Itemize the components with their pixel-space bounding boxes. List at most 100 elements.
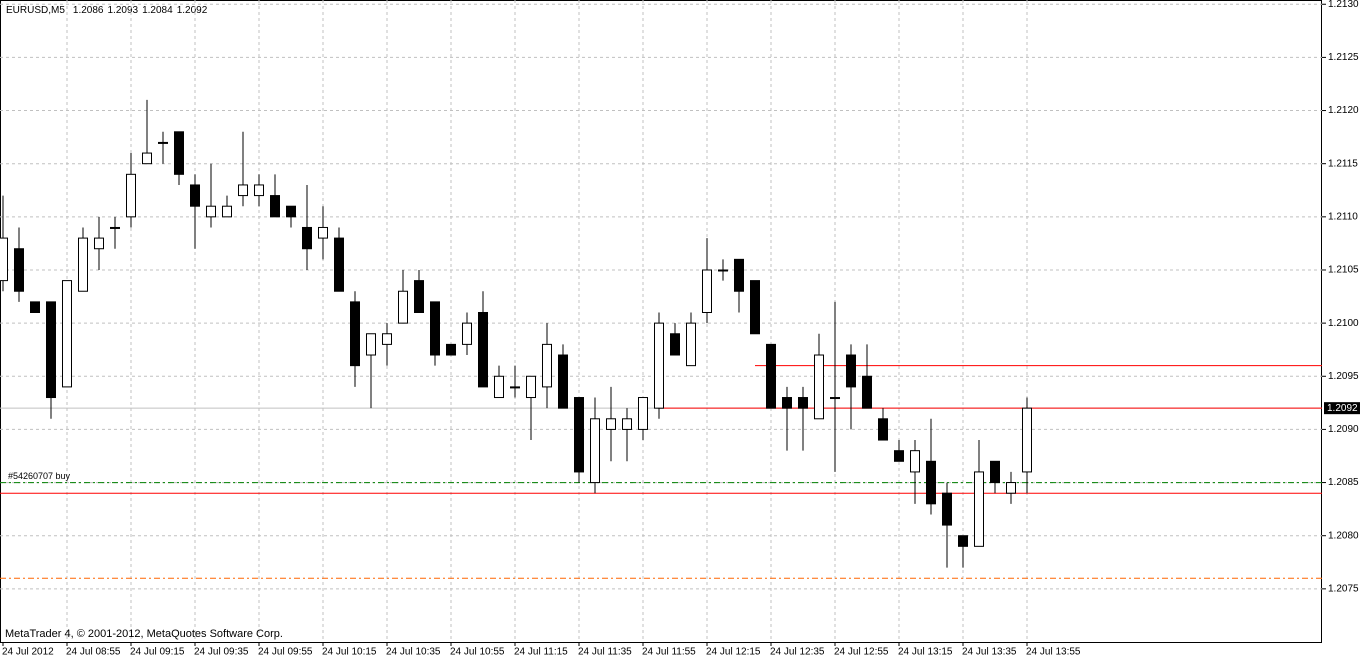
level-label: #54260707 buy: [8, 471, 71, 481]
symbol: EURUSD,M5: [6, 5, 65, 16]
candle-body: [782, 397, 792, 409]
candle-body: [334, 237, 344, 292]
candle-body: [366, 333, 376, 356]
x-tick-label: 24 Jul 10:35: [386, 647, 441, 658]
header-close: 1.2092: [177, 5, 208, 16]
candle-body: [382, 333, 392, 345]
candle-body: [686, 322, 696, 367]
candle-body: [974, 471, 984, 547]
candle-body: [926, 460, 936, 505]
y-tick-label: 1.2130: [1328, 0, 1359, 10]
candle-body: [414, 280, 424, 313]
candle-body: [14, 248, 24, 292]
candle-body: [94, 237, 104, 250]
candle-body: [622, 418, 632, 430]
candle-body: [862, 375, 872, 409]
header-open: 1.2086: [73, 5, 104, 16]
x-tick-label: 24 Jul 11:35: [578, 647, 632, 658]
candle-body: [350, 301, 360, 367]
candle-body: [174, 131, 184, 175]
x-tick-label: 24 Jul 11:55: [642, 647, 696, 658]
x-tick-label: 24 Jul 09:55: [258, 647, 313, 658]
candle-body: [702, 269, 712, 313]
candle-body: [478, 311, 488, 388]
y-tick-label: 1.2105: [1328, 265, 1359, 276]
candle-body: [446, 343, 456, 356]
candle-body: [766, 343, 776, 409]
candle-body: [558, 354, 568, 409]
y-tick-label: 1.2085: [1328, 477, 1359, 488]
candle-body: [430, 301, 440, 356]
candle-body: [734, 258, 744, 292]
candle-body: [606, 418, 616, 430]
candle-body: [894, 450, 904, 462]
y-tick-label: 1.2120: [1328, 105, 1359, 116]
y-tick-label: 1.2095: [1328, 371, 1359, 382]
candle-body: [846, 354, 856, 388]
chart-header: EURUSD,M5 1.2086 1.2093 1.2084 1.2092: [6, 5, 208, 16]
candle-body: [878, 418, 888, 441]
candle-body: [222, 205, 232, 218]
candle-body: [62, 280, 72, 388]
candle-body: [206, 205, 216, 218]
price-tag-label: 1.2092: [1327, 403, 1358, 414]
y-tick-label: 1.2115: [1328, 158, 1358, 169]
x-tick-label: 24 Jul 09:15: [130, 647, 185, 658]
candle-body: [494, 375, 504, 399]
candle-body: [542, 343, 552, 388]
y-tick-label: 1.2110: [1328, 211, 1358, 222]
candle-body: [910, 450, 920, 473]
footer: MetaTrader 4, © 2001-2012, MetaQuotes So…: [5, 628, 283, 640]
y-tick-label: 1.2100: [1328, 318, 1359, 329]
x-tick-label: 24 Jul 13:55: [1026, 647, 1081, 658]
candle-body: [654, 322, 664, 409]
candle-body: [0, 237, 8, 282]
candle-body: [526, 375, 536, 399]
candle-body: [254, 184, 264, 197]
x-tick-label: 24 Jul 12:35: [770, 647, 825, 658]
candle-body: [942, 492, 952, 526]
x-tick-label: 24 Jul 12:15: [706, 647, 761, 658]
candle-body: [574, 397, 584, 473]
candle-body: [462, 322, 472, 345]
price-tag: [1324, 402, 1360, 415]
candle-body: [990, 460, 1000, 484]
y-tick-label: 1.2075: [1328, 583, 1359, 594]
candle-body: [286, 205, 296, 218]
x-tick-label: 24 Jul 10:55: [450, 647, 505, 658]
candle-body: [670, 333, 680, 356]
candle-body: [46, 301, 56, 399]
candle-body: [638, 397, 648, 430]
header-low: 1.2084: [142, 5, 173, 16]
candle-body: [510, 386, 520, 389]
y-tick-label: 1.2080: [1328, 530, 1359, 541]
candle-body: [1006, 482, 1016, 494]
x-tick-label: 24 Jul 13:35: [962, 647, 1017, 658]
header-high: 1.2093: [108, 5, 139, 16]
candle-body: [318, 226, 328, 239]
plot-frame: [0, 0, 1322, 643]
y-tick-label: 1.2090: [1328, 424, 1359, 435]
y-tick-label: 1.2125: [1328, 52, 1359, 63]
candle-body: [126, 173, 136, 218]
candle-body: [958, 535, 968, 547]
candle-body: [750, 280, 760, 335]
x-tick-label: 24 Jul 08:55: [66, 647, 121, 658]
candle-body: [190, 184, 200, 207]
x-tick-label: 24 Jul 10:15: [322, 647, 377, 658]
candle-body: [238, 184, 248, 197]
candle-body: [718, 269, 728, 272]
candle-body: [30, 301, 40, 313]
candle-body: [302, 226, 312, 250]
x-tick-label: 24 Jul 11:15: [514, 647, 568, 658]
candle-body: [78, 237, 88, 292]
candle-body: [398, 290, 408, 324]
candle-body: [590, 418, 600, 484]
candle-body: [830, 397, 840, 400]
candle-body: [158, 141, 168, 144]
candle-body: [110, 226, 120, 229]
candle-body: [142, 152, 152, 165]
